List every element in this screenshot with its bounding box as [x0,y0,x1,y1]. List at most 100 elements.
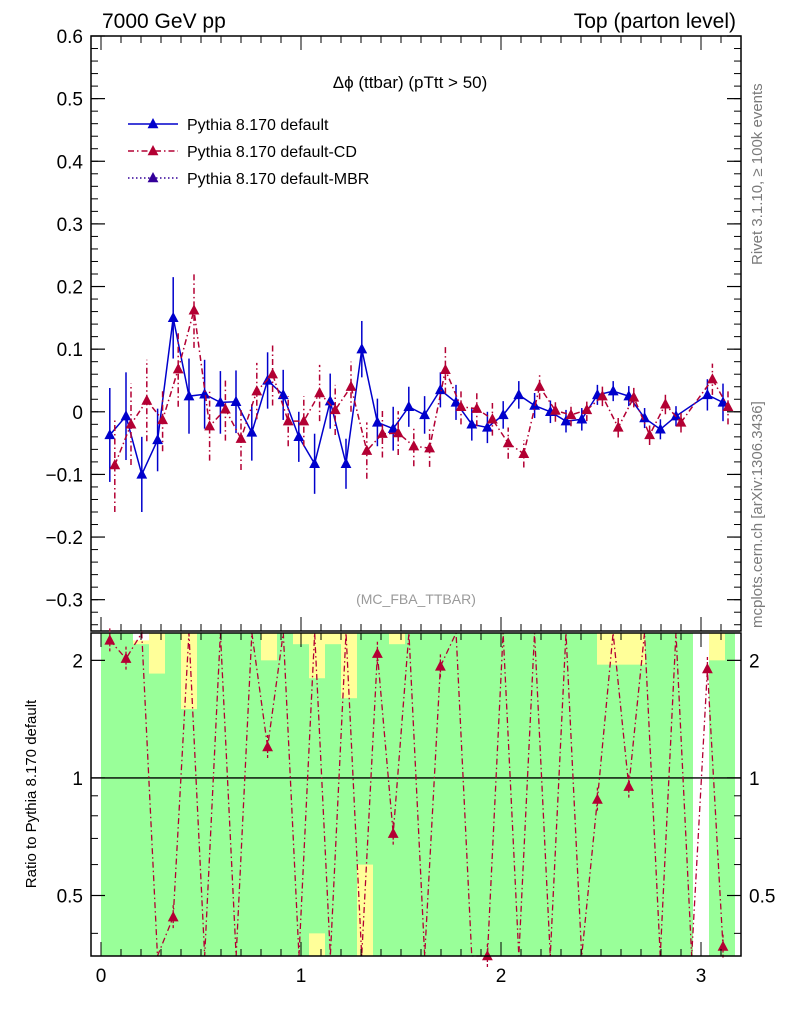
ratio-band-green [277,633,293,956]
legend-marker [147,118,159,129]
series-1 [109,272,734,512]
data-point [267,368,278,379]
ratio-band-green [581,633,597,956]
data-point [199,388,210,399]
data-point [356,343,368,354]
ratio-bands [101,633,735,956]
y-tick-label: 0 [72,403,83,424]
legend: Pythia 8.170 default Pythia 8.170 default… [128,117,369,188]
ratio-point [167,911,179,922]
data-point [109,459,121,470]
ratio-band-green [597,664,613,956]
data-point [157,413,168,425]
y-tick-label: 0.2 [57,278,83,299]
data-point [576,413,588,424]
data-point [612,421,624,432]
data-point [230,395,242,406]
data-point [529,399,540,410]
ratio-point [104,634,116,645]
data-point [120,410,132,421]
y-tick-label: −0.2 [45,528,83,549]
data-point [183,390,195,401]
data-point [340,457,352,468]
data-point [125,418,137,429]
x-tick-label: 3 [696,966,707,987]
ratio-band-green [421,633,437,956]
data-point [324,395,336,406]
ratio-band-green [293,644,309,956]
legend-entry: Pythia 8.170 default [187,117,329,134]
ratio-band-green [213,633,229,956]
series-line [114,310,729,466]
data-point [152,433,163,445]
ratio-band-green [485,633,501,956]
data-point [722,400,734,411]
data-point [172,363,184,374]
ratio-band-green [357,633,373,865]
ratio-y-tick-label: 0.5 [57,887,83,908]
chart-title: Δϕ (ttbar) (pTtt > 50) [333,73,488,92]
ratio-band-green [325,644,341,956]
data-point [387,422,399,433]
ratio-band-green [405,633,421,956]
data-point [136,468,148,479]
data-point [377,427,388,438]
data-point [424,442,435,453]
ratio-band-green [469,633,485,956]
mcplots-label: mcplots.cern.ch [arXiv:1306.3436] [749,401,766,628]
data-point [141,394,153,405]
data-point [707,373,718,384]
ratio-band-green [181,709,197,956]
data-point [450,396,462,407]
ratio-band-green [613,664,629,956]
ratio-y-tick-label-right: 1 [749,769,760,790]
main-panel: −0.3 −0.2 −0.1 0 0.1 0.2 0.3 0.4 0.5 0.6 Δϕ (ttba… [45,27,742,632]
ratio-series-line [109,630,724,957]
data-point [215,396,226,407]
ratio-band-green [565,633,581,956]
ratio-band-green [373,633,389,956]
ratio-point [717,940,729,951]
data-point [372,416,383,427]
y-tick-label: 0.4 [57,152,84,173]
ratio-point [387,827,399,838]
ratio-band-green [709,660,725,956]
data-point [675,416,687,427]
data-point [455,400,467,411]
data-point [251,385,263,396]
ratio-band-green [677,633,693,956]
ratio-band-green [389,644,405,956]
data-point [560,415,572,426]
data-point [660,398,671,409]
data-point [104,428,116,440]
data-point [282,415,294,426]
main-data-layer [104,272,734,512]
data-point [702,388,713,400]
ratio-point [435,660,446,671]
ratio-band-green [117,633,133,956]
legend-marker [147,145,159,156]
data-point [314,387,325,398]
header-right: Top (parton level) [574,10,736,33]
legend-entry: Pythia 8.170 default-CD [187,144,357,161]
data-point [403,400,415,411]
y-tick-label: 0.3 [57,215,83,236]
data-point [408,440,420,451]
ratio-ylabel: Ratio to Pythia 8.170 default [23,699,40,888]
ratio-panel: 0.5 0.5 1 1 2 2 Ratio to Pythia 8.170 default [23,628,775,968]
ratio-band-green [501,633,517,956]
ratio-y-tick-label: 2 [72,651,83,672]
ratio-band-green [437,633,453,956]
x-tick-label: 2 [496,966,507,987]
data-point [345,380,357,391]
watermark: (MC_FBA_TTBAR) [356,591,476,607]
data-point [392,427,404,438]
data-point [487,413,498,424]
data-point [639,412,650,423]
data-point [670,410,682,421]
data-point [565,408,577,420]
data-point [607,385,619,396]
y-tick-label: 0.1 [57,340,83,361]
data-point [497,408,509,420]
